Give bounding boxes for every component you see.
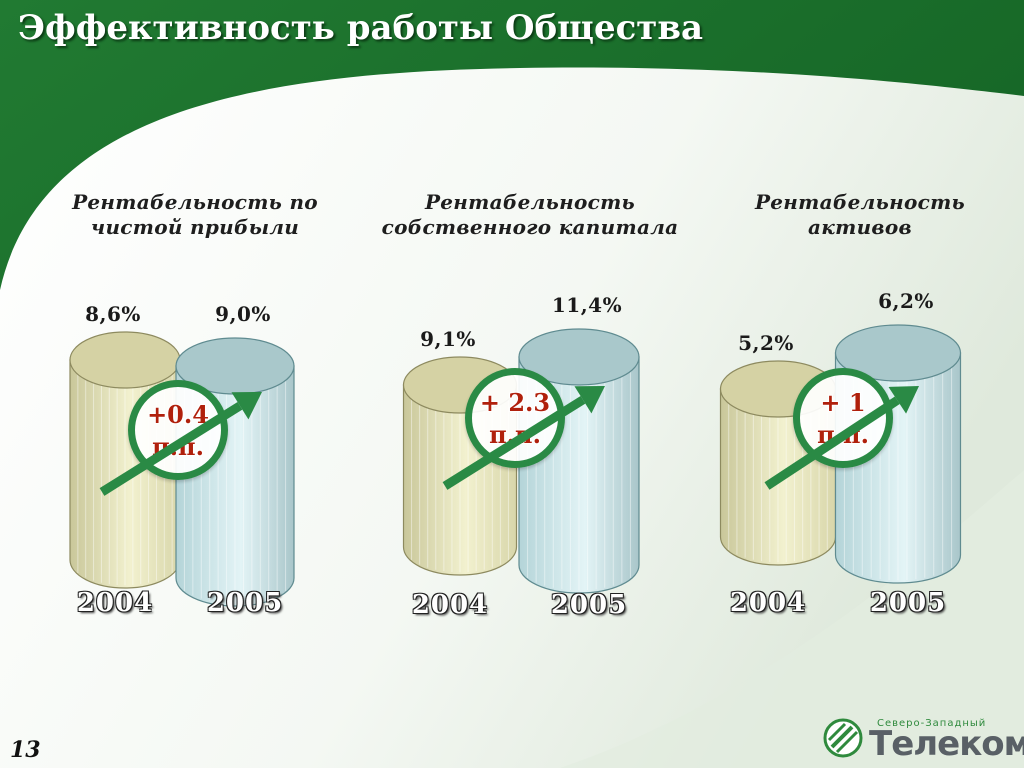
cylinders <box>402 328 640 594</box>
chart-return-on-assets: Рентабельность активов 5,2% 6,2% 2004 2005 + … <box>715 0 1005 650</box>
data-label: 9,0% <box>215 302 271 326</box>
chart-net-profit-margin: Рентабельность по чистой прибыли 8,6% 9,0%… <box>40 0 350 650</box>
x-tick-label: 2005 <box>550 590 628 620</box>
delta-badge: +0.4 п.п. <box>128 380 228 480</box>
delta-annotation: +0.4 п.п. <box>135 399 221 463</box>
delta-value: +0.4 <box>147 400 209 429</box>
page-title: Эффективность работы Общества <box>18 8 703 48</box>
delta-value: + 2.3 <box>479 388 551 417</box>
chart-title: Рентабельность собственного капитала <box>381 190 679 239</box>
logo-mark-icon <box>823 718 863 758</box>
cylinders <box>719 324 962 584</box>
data-label: 11,4% <box>551 293 623 317</box>
delta-annotation: + 1 п.п. <box>800 387 886 451</box>
x-tick-label: 2004 <box>411 590 489 620</box>
logo-title: Телеком <box>869 724 1024 764</box>
delta-unit: п.п. <box>817 420 869 449</box>
data-label: 8,6% <box>85 302 141 326</box>
chart-return-on-equity: Рентабельность собственного капитала 9,1%… <box>345 0 715 650</box>
x-tick-label: 2005 <box>869 588 947 618</box>
delta-badge: + 1 п.п. <box>793 368 893 468</box>
data-label: 6,2% <box>878 289 934 313</box>
data-label: 5,2% <box>738 331 794 355</box>
chart-title: Рентабельность активов <box>754 190 966 239</box>
x-tick-label: 2005 <box>206 588 284 618</box>
logo-subtitle: Северо-Западный <box>877 718 987 729</box>
chart-title: Рентабельность по чистой прибыли <box>72 190 318 239</box>
delta-value: + 1 <box>820 388 866 417</box>
delta-unit: п.п. <box>152 432 204 461</box>
delta-annotation: + 2.3 п.п. <box>472 387 558 451</box>
data-label: 9,1% <box>420 327 476 351</box>
company-logo: Северо-Западный Телеком <box>823 714 1024 764</box>
x-tick-label: 2004 <box>76 588 154 618</box>
delta-unit: п.п. <box>489 420 541 449</box>
page-number: 13 <box>10 737 41 763</box>
delta-badge: + 2.3 п.п. <box>465 368 565 468</box>
x-tick-label: 2004 <box>729 588 807 618</box>
